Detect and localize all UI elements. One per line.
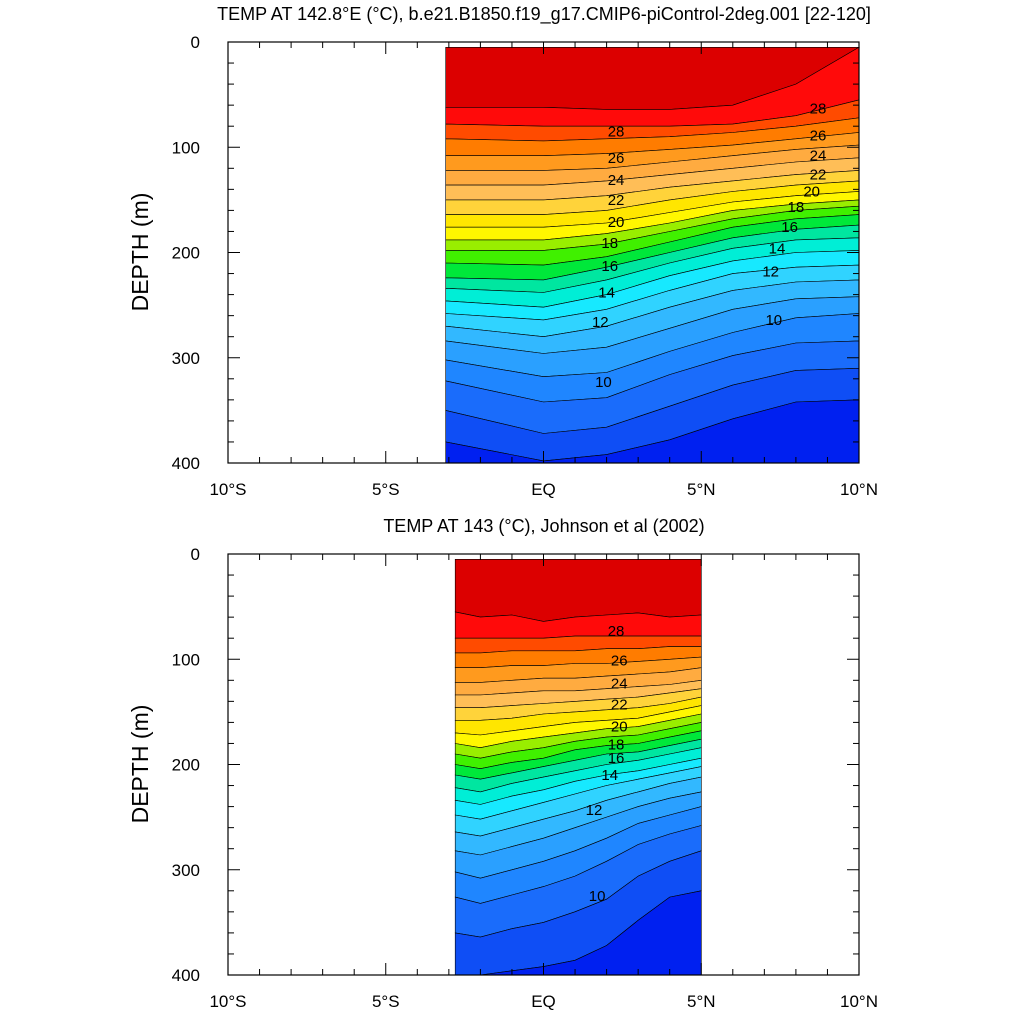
contour-label: 14: [598, 284, 615, 301]
contour-label: 14: [769, 240, 786, 257]
contour-label: 24: [611, 675, 628, 692]
x-tick-label: 5°S: [372, 992, 400, 1011]
contour-label: 16: [608, 750, 625, 767]
x-tick-label: 5°N: [687, 480, 716, 499]
temperature-bands: [454, 558, 702, 976]
x-tick-label: 10°N: [840, 992, 878, 1011]
contour-label: 24: [608, 172, 625, 189]
contour-label: 26: [608, 150, 625, 167]
contour-label: 24: [810, 148, 827, 165]
contour-label: 20: [803, 183, 820, 200]
y-tick-label: 100: [172, 650, 200, 669]
y-axis-label: DEPTH (m): [127, 705, 153, 824]
contour-label: 20: [608, 214, 625, 231]
contour-label: 12: [592, 314, 609, 331]
y-tick-label: 400: [172, 966, 200, 985]
plot-frame: [227, 41, 860, 464]
y-tick-label: 200: [172, 756, 200, 775]
plot-frame: [227, 553, 860, 976]
temperature-band-30: [454, 558, 702, 622]
y-tick-label: 0: [191, 33, 200, 52]
contour-label: 14: [601, 767, 618, 784]
contour-label: 26: [810, 128, 827, 145]
x-tick-label: EQ: [531, 992, 556, 1011]
x-tick-label: 10°S: [209, 480, 246, 499]
panel-title: TEMP AT 143 (°C), Johnson et al (2002): [383, 516, 704, 536]
contour-label: 28: [810, 100, 827, 117]
y-tick-label: 100: [172, 138, 200, 157]
axis-ticks: 10°S 5°S EQ 5°N 10°N 0 100 200 300 400: [172, 545, 878, 1011]
y-tick-label: 0: [191, 545, 200, 564]
panel-title: TEMP AT 142.8°E (°C), b.e21.B1850.f19_g1…: [217, 4, 871, 25]
contour-label: 12: [762, 263, 779, 280]
y-tick-label: 300: [172, 861, 200, 880]
y-tick-label: 200: [172, 244, 200, 263]
x-tick-label: 10°S: [209, 992, 246, 1011]
x-tick-label: EQ: [531, 480, 556, 499]
contour-label: 16: [601, 258, 618, 275]
x-tick-label: 5°N: [687, 992, 716, 1011]
contour-label: 10: [589, 888, 606, 905]
contour-label: 10: [595, 374, 612, 391]
y-axis-label: DEPTH (m): [127, 193, 153, 312]
y-tick-label: 300: [172, 349, 200, 368]
contour-label: 22: [608, 192, 625, 209]
contour-label: 22: [810, 167, 827, 184]
contour-label: 18: [601, 235, 618, 252]
contour-label: 16: [781, 219, 798, 236]
temperature-bands: [445, 46, 861, 464]
contour-label: 22: [611, 697, 628, 714]
contour-label: 20: [611, 719, 628, 736]
axis-ticks: 10°S 5°S EQ 5°N 10°N 0 100 200 300 400: [172, 33, 878, 499]
x-tick-label: 10°N: [840, 480, 878, 499]
contour-label: 18: [788, 199, 805, 216]
contour-label: 18: [608, 737, 625, 754]
model-temperature-panel: TEMP AT 142.8°E (°C), b.e21.B1850.f19_g1…: [127, 4, 878, 499]
contour-label: 28: [608, 123, 625, 140]
contour-label: 28: [608, 623, 625, 640]
contour-label: 10: [765, 312, 782, 329]
contour-label: 26: [611, 652, 628, 669]
contour-label: 12: [586, 802, 603, 819]
x-tick-label: 5°S: [372, 480, 400, 499]
observed-temperature-panel: TEMP AT 143 (°C), Johnson et al (2002) D…: [127, 516, 878, 1011]
y-tick-label: 400: [172, 454, 200, 473]
